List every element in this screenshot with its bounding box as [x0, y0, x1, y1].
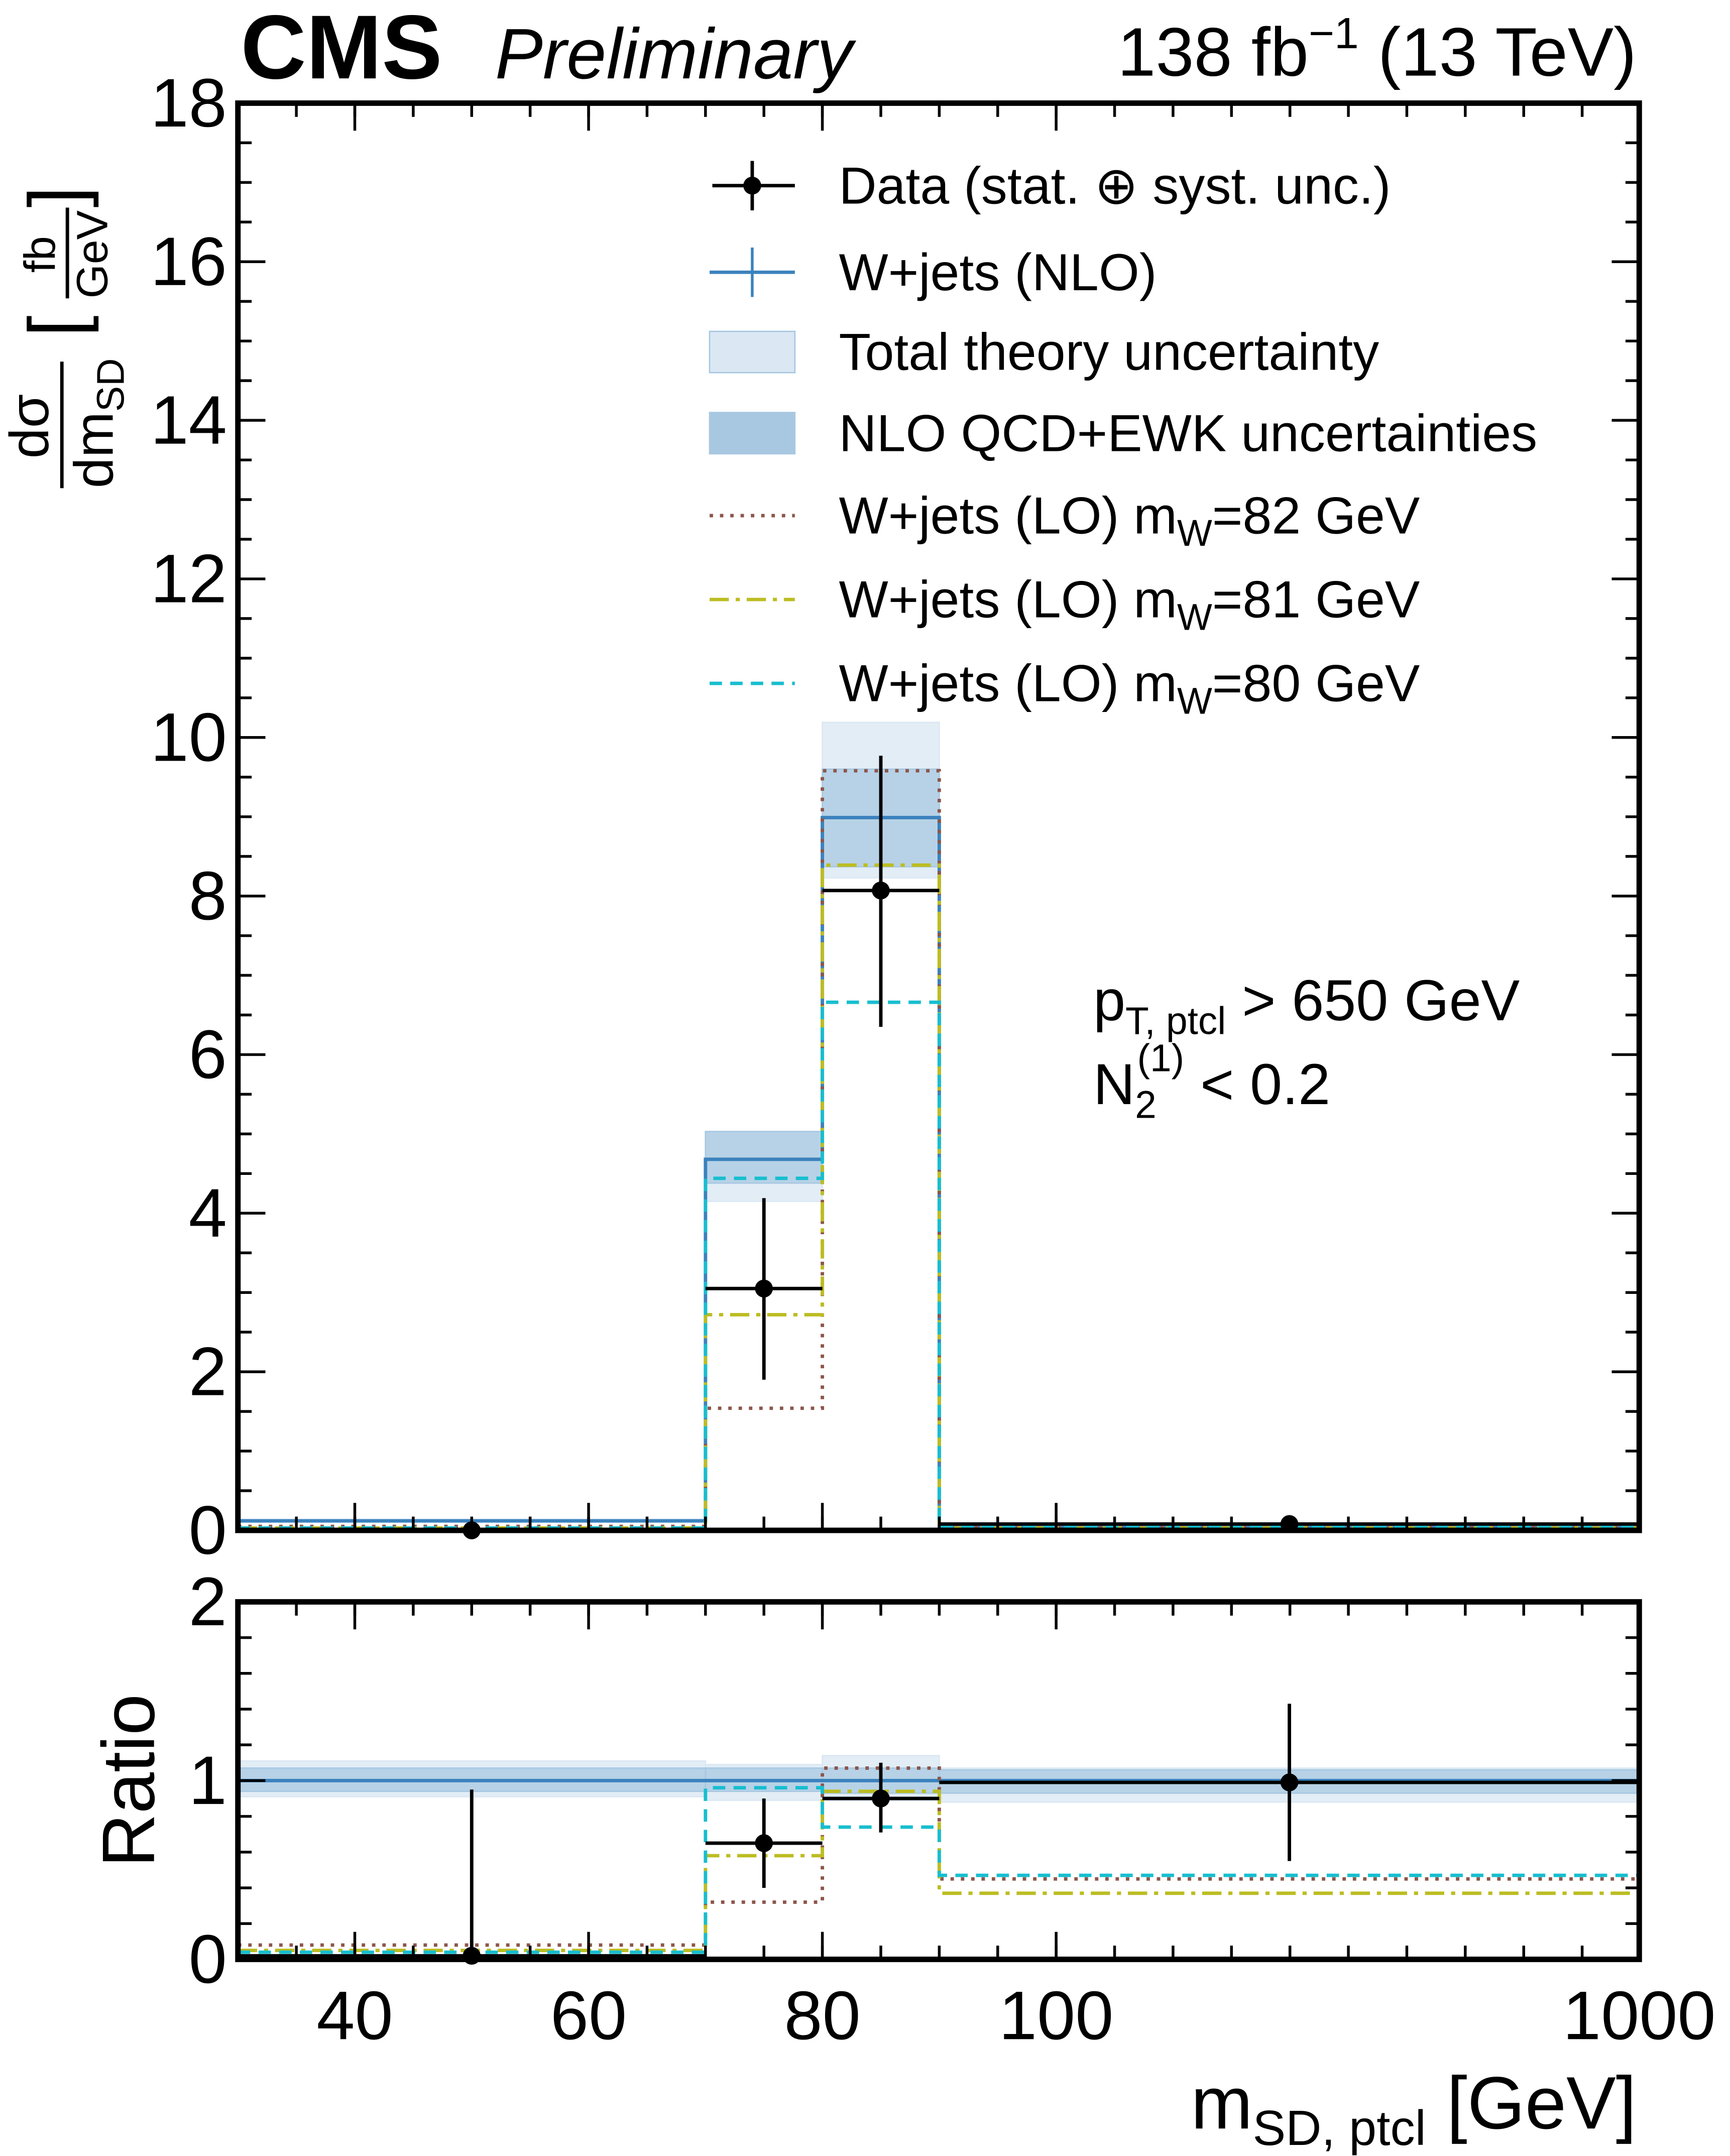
x-tick-label: 1000: [1563, 1977, 1716, 2054]
y-tick-label: 16: [151, 223, 227, 300]
x-axis-label: mSD, ptcl [GeV]: [1191, 2062, 1636, 2155]
x-tick-label: 60: [550, 1977, 627, 2054]
ylabel-bracket-close: ]: [13, 186, 99, 208]
legend-item-nlo: W+jets (NLO): [710, 244, 1157, 302]
y-tick-label: 18: [151, 65, 227, 142]
legend-label: W+jets (LO) mW=80 GeV: [839, 655, 1420, 722]
ylabel-numerator: dσ: [0, 394, 60, 459]
legend-item-data: Data (stat. ⊕ syst. unc.): [712, 157, 1391, 215]
legend-label-text: NLO QCD+EWK uncertainties: [839, 404, 1537, 462]
pt-cut-annotation: pT, ptcl > 650 GeV: [1093, 969, 1520, 1042]
data-point: [755, 1834, 773, 1852]
xlabel-sub: SD, ptcl: [1253, 2100, 1426, 2155]
legend-label: W+jets (NLO): [839, 244, 1157, 302]
legend-label-suffix: =82 GeV: [1212, 487, 1420, 545]
legend: Data (stat. ⊕ syst. unc.) W+jets (NLO) Tot…: [709, 157, 1537, 722]
legend-label-suffix: =80 GeV: [1212, 655, 1420, 713]
lumi-prefix: 138 fb: [1117, 14, 1309, 91]
n2-sup: (1): [1137, 1037, 1184, 1080]
pt-main: p: [1093, 969, 1125, 1033]
legend-item-nlo-unc: NLO QCD+EWK uncertainties: [709, 404, 1537, 462]
data-point: [872, 1789, 890, 1808]
x-tick-label: 40: [316, 1977, 393, 2054]
data-point: [872, 881, 890, 900]
y-tick-label: 1: [189, 1742, 227, 1819]
y-tick-label: 2: [189, 1334, 227, 1410]
n2-cut-annotation: N2(1) < 0.2: [1093, 1037, 1330, 1126]
legend-total-unc-swatch: [709, 330, 796, 374]
nlo-unc-band-bin: [705, 1131, 823, 1184]
y-tick-label: 8: [189, 858, 227, 934]
ylabel-unit-num: fb: [16, 236, 65, 273]
x-tick-label: 80: [784, 1977, 860, 2054]
lo80-histogram-line: [238, 1000, 1640, 1530]
x-tick-label: 100: [999, 1977, 1113, 2054]
legend-label-text: W+jets (LO) m: [839, 655, 1177, 713]
y-tick-label: 10: [151, 699, 227, 776]
xlabel-main: m: [1191, 2062, 1252, 2144]
main-panel: 0 2 4 6 8 10 12 14 16 18: [151, 65, 1642, 1569]
lo80-histogram-line: [238, 1786, 1640, 1954]
y-tick-label: 12: [151, 540, 227, 617]
status-label: Preliminary: [495, 14, 857, 94]
legend-label-text: W+jets (NLO): [839, 244, 1157, 302]
legend-label-text: W+jets (LO) m: [839, 571, 1177, 629]
data-point: [755, 1279, 773, 1298]
legend-label-text: W+jets (LO) m: [839, 487, 1177, 545]
ylabel-den-sub: SD: [89, 358, 132, 412]
legend-label-sub: W: [1177, 596, 1212, 638]
legend-label: Data (stat. ⊕ syst. unc.): [839, 157, 1391, 215]
legend-label-sub: W: [1177, 512, 1212, 554]
y-tick-label: 14: [151, 382, 227, 459]
pt-cut: > 650 GeV: [1226, 969, 1520, 1033]
experiment-label: CMS: [241, 0, 442, 98]
xlabel-unit: [GeV]: [1426, 2062, 1637, 2144]
y-tick-label: 4: [189, 1175, 227, 1252]
n2-main: N: [1093, 1052, 1135, 1117]
y-tick-label: 6: [189, 1016, 227, 1093]
lumi-label: 138 fb−1 (13 TeV): [1117, 9, 1637, 91]
y-tick-label: 0: [189, 1492, 227, 1569]
legend-nlo-unc-swatch: [709, 412, 796, 455]
legend-label-suffix: =81 GeV: [1212, 571, 1420, 629]
ylabel-bracket-open: [: [13, 315, 99, 337]
legend-item-lo81: W+jets (LO) mW=81 GeV: [710, 571, 1420, 638]
lumi-suffix: (13 TeV): [1359, 14, 1637, 91]
legend-label: W+jets (LO) mW=82 GeV: [839, 487, 1420, 554]
y-tick-label: 2: [189, 1564, 227, 1640]
legend-label-text: Data (stat. ⊕ syst. unc.): [839, 157, 1391, 215]
data-point: [1280, 1773, 1299, 1791]
n2-cut: < 0.2: [1184, 1052, 1330, 1117]
main-y-axis-label: dσ dmSD [ fb GeV ]: [0, 186, 132, 488]
lumi-exponent: −1: [1309, 9, 1359, 58]
legend-item-lo80: W+jets (LO) mW=80 GeV: [710, 655, 1420, 722]
ratio-y-axis-label: Ratio: [87, 1694, 170, 1867]
legend-label: W+jets (LO) mW=81 GeV: [839, 571, 1420, 638]
ratio-panel: 0 1 2 40 60 80 100 1000: [189, 1564, 1716, 2054]
n2-sub: 2: [1135, 1084, 1157, 1126]
legend-data-marker: [743, 176, 761, 195]
ylabel-unit-den: GeV: [68, 210, 117, 298]
legend-item-total-unc: Total theory uncertainty: [709, 323, 1379, 382]
ylabel-denominator: dmSD: [64, 358, 133, 489]
legend-label: NLO QCD+EWK uncertainties: [839, 404, 1537, 462]
legend-label-sub: W: [1177, 680, 1212, 722]
legend-item-lo82: W+jets (LO) mW=82 GeV: [710, 487, 1420, 554]
legend-label-text: Total theory uncertainty: [839, 323, 1379, 382]
y-tick-label: 0: [189, 1921, 227, 1998]
legend-label: Total theory uncertainty: [839, 323, 1379, 382]
ylabel-den-main: dm: [64, 412, 125, 488]
pt-sub: T, ptcl: [1125, 1000, 1226, 1042]
